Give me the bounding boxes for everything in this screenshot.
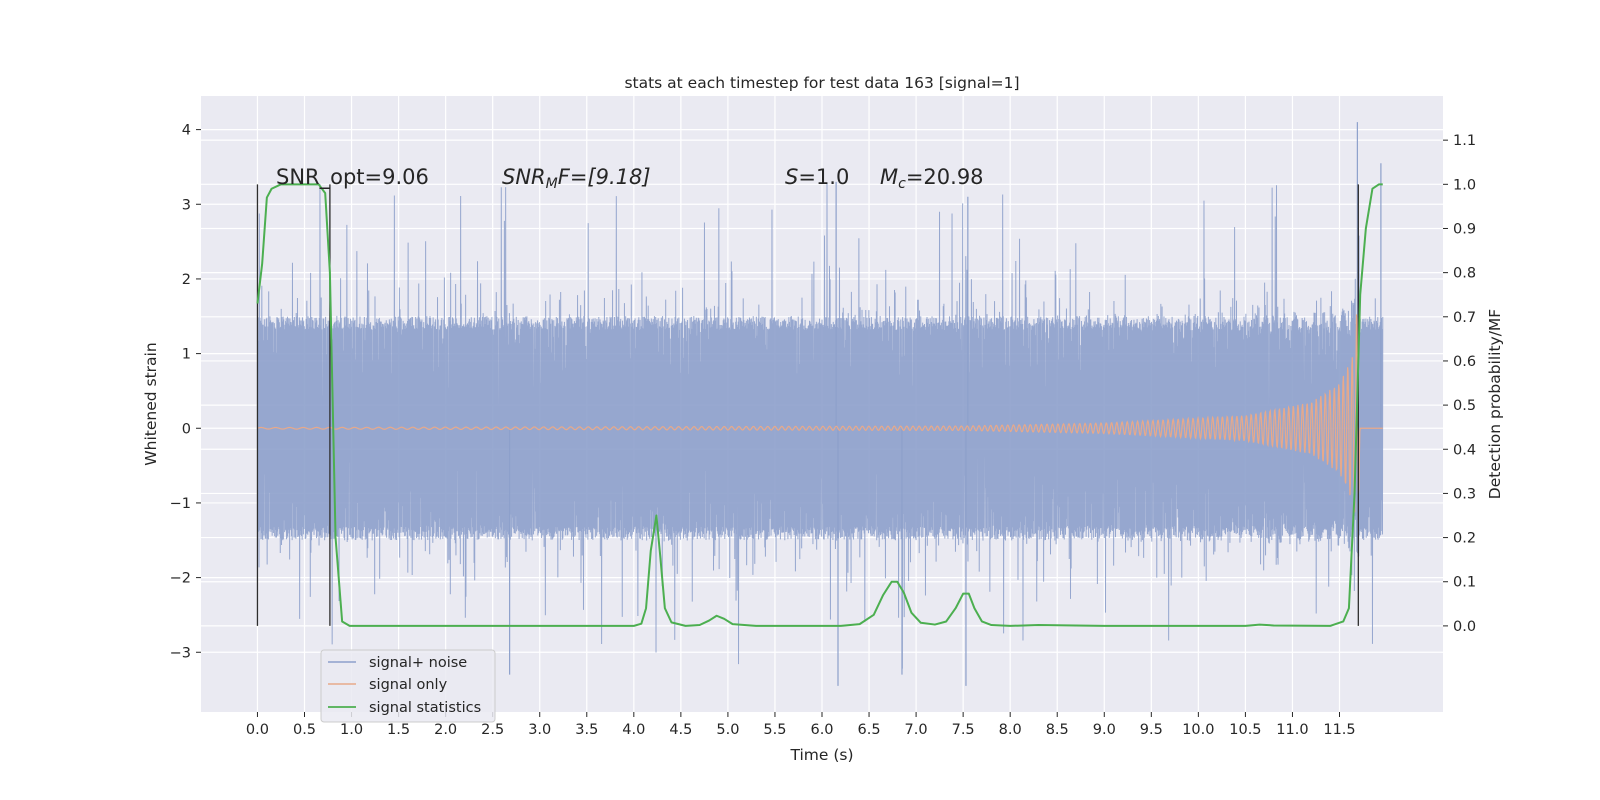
right-y-axis-ticks: 1.1 1.0 0.9 0.8 0.7 0.6 0.5 0.4 0.3 0.2 0.1 0.0	[1443, 133, 1476, 635]
left-y-axis-label: Whitened strain	[142, 342, 160, 465]
x-tick-label: 2.5	[481, 722, 504, 738]
x-tick-label: 6.5	[858, 722, 881, 738]
right-y-tick-label: 0.6	[1453, 354, 1476, 370]
chart-title: stats at each timestep for test data 163…	[624, 74, 1019, 92]
annotation-mc-name: M	[880, 165, 898, 189]
right-y-tick-label: 0.4	[1453, 442, 1476, 458]
left-y-axis-ticks: 4 3 2 1 0 −1 −2 −3	[170, 123, 201, 661]
left-y-tick-label: 3	[182, 197, 191, 213]
right-y-tick-label: 0.1	[1453, 575, 1476, 591]
left-y-tick-label: 4	[182, 123, 191, 139]
left-y-tick-label: −1	[170, 496, 191, 512]
right-y-tick-label: 0.2	[1453, 531, 1476, 547]
right-y-tick-label: 1.1	[1453, 133, 1476, 149]
legend-label-signal-only: signal only	[369, 677, 448, 693]
x-axis-ticks: 0.0 0.5 1.0 1.5 2.0 2.5 3.0 3.5 4.0 4.5 5.0 5.5 6.0 6…	[246, 712, 1356, 738]
signal-noise-line	[256, 182, 1384, 669]
legend-label-signal-noise: signal+ noise	[369, 655, 467, 671]
annotation-mc: Mc=20.98	[880, 165, 984, 192]
left-y-tick-label: 0	[182, 421, 191, 437]
annotation-s: S=1.0	[785, 165, 849, 189]
right-y-tick-label: 0.3	[1453, 486, 1476, 502]
annotation-snr-mf-value: F=[9.18]	[558, 165, 651, 189]
x-tick-label: 10.5	[1229, 722, 1261, 738]
series-signal-noise	[256, 122, 1384, 686]
x-tick-label: 8.0	[999, 722, 1022, 738]
right-y-tick-label: 0.8	[1453, 266, 1476, 282]
left-y-tick-label: 2	[182, 272, 191, 288]
x-tick-label: 0.0	[246, 722, 269, 738]
x-tick-label: 10.0	[1182, 722, 1214, 738]
x-axis-label: Time (s)	[789, 746, 853, 764]
x-tick-label: 0.5	[293, 722, 316, 738]
signal-only-line	[257, 314, 1383, 513]
x-tick-label: 7.5	[952, 722, 975, 738]
left-y-tick-label: −3	[170, 645, 191, 661]
x-tick-label: 11.5	[1323, 722, 1355, 738]
left-y-tick-label: −2	[170, 571, 191, 587]
series-signal-only	[257, 314, 1383, 513]
x-tick-label: 8.5	[1046, 722, 1069, 738]
left-y-tick-label: 1	[182, 347, 191, 363]
signal-statistics-line	[256, 183, 1383, 627]
annotation-snr-mf-subscript: M	[546, 176, 558, 192]
x-tick-label: 9.0	[1093, 722, 1116, 738]
x-tick-label: 3.5	[575, 722, 598, 738]
annotation-mc-subscript: c	[898, 176, 906, 192]
x-tick-label: 5.5	[763, 722, 786, 738]
right-y-tick-label: 0.0	[1453, 619, 1476, 635]
x-tick-label: 11.0	[1276, 722, 1308, 738]
x-tick-label: 7.0	[905, 722, 928, 738]
annotation-mc-value: =20.98	[906, 165, 984, 189]
right-y-axis-label: Detection probability/MF	[1486, 309, 1504, 500]
right-y-tick-label: 0.9	[1453, 221, 1476, 237]
x-tick-label: 2.0	[434, 722, 457, 738]
annotation-snr-opt: SNR_opt=9.06	[276, 165, 429, 190]
x-tick-label: 3.0	[528, 722, 551, 738]
right-y-tick-label: 1.0	[1453, 177, 1476, 193]
x-tick-label: 1.0	[340, 722, 363, 738]
x-tick-label: 4.0	[622, 722, 645, 738]
series-signal-statistics	[256, 183, 1383, 627]
x-tick-label: 1.5	[387, 722, 410, 738]
annotation-snr-mf: SNRMF=[9.18]	[502, 165, 651, 192]
right-y-tick-label: 0.7	[1453, 310, 1476, 326]
annotation-s-name: S	[785, 165, 798, 189]
x-tick-label: 5.0	[716, 722, 739, 738]
x-tick-label: 9.5	[1140, 722, 1163, 738]
right-y-tick-label: 0.5	[1453, 398, 1476, 414]
annotation-snr-mf-name: SNR	[502, 165, 546, 189]
x-tick-label: 4.5	[669, 722, 692, 738]
x-tick-label: 6.0	[810, 722, 833, 738]
legend-label-signal-statistics: signal statistics	[369, 700, 481, 716]
legend: signal+ noise signal only signal statist…	[320, 649, 496, 723]
annotation-s-value: =1.0	[798, 165, 849, 189]
legend-box	[320, 649, 496, 723]
